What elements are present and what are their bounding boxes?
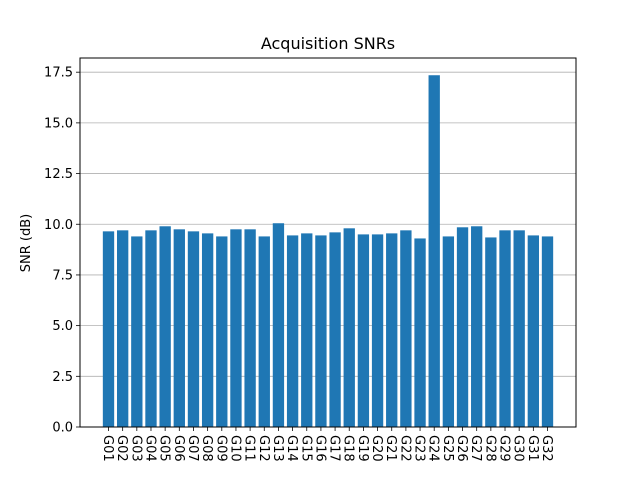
bar-g20 (371, 234, 384, 427)
bar-g18 (343, 228, 355, 427)
bar-g30 (513, 230, 525, 427)
bar-g25 (442, 236, 455, 427)
y-tick-label: 17.5 (44, 66, 73, 81)
x-tick-label: G03 (128, 435, 143, 462)
bar-g28 (485, 237, 497, 427)
y-tick-label: 10.0 (44, 218, 73, 233)
x-tick-label: G04 (142, 435, 157, 462)
bar-g09 (216, 236, 228, 427)
bar-g31 (527, 235, 540, 427)
bar-g22 (400, 230, 412, 427)
y-tick-label: 12.5 (44, 167, 73, 182)
x-tick-label: G26 (454, 435, 469, 462)
x-tick-label: G23 (412, 435, 427, 462)
x-tick-label: G22 (397, 435, 412, 462)
bar-g26 (456, 227, 469, 427)
y-axis-ticks: 0.0 2.5 5.0 7.5 10.0 12.5 15.0 17.5 (44, 66, 80, 436)
y-tick-label: 7.5 (52, 268, 73, 283)
bars (102, 75, 554, 427)
y-tick-label: 0.0 (52, 421, 73, 436)
bar-g17 (329, 232, 341, 427)
x-axis-ticks: G01 G02 G03 G04 G05 G06 G07 G08 G09 G10 G11 G12 G13 G… (100, 427, 554, 462)
bar-g21 (386, 233, 398, 427)
bar-g29 (499, 230, 511, 427)
plot-frame (79, 57, 577, 428)
x-tick-label: G28 (482, 435, 497, 462)
x-tick-label: G15 (298, 435, 313, 462)
bar-g10 (230, 229, 242, 427)
x-tick-label: G12 (256, 435, 271, 462)
x-tick-label: G11 (242, 435, 257, 462)
bar-g03 (131, 236, 143, 427)
bar-g16 (315, 235, 327, 427)
bar-g27 (471, 226, 483, 427)
x-tick-label: G18 (341, 435, 356, 462)
x-tick-label: G20 (369, 435, 384, 462)
x-tick-label: G01 (100, 435, 115, 462)
x-tick-label: G09 (213, 435, 228, 462)
x-tick-label: G05 (157, 435, 172, 462)
bar-g01 (102, 231, 115, 427)
x-tick-label: G31 (525, 435, 540, 462)
x-tick-label: G13 (270, 435, 285, 462)
bar-g19 (357, 234, 370, 427)
bar-g12 (258, 236, 270, 427)
bar-g32 (541, 236, 554, 427)
y-tick-label: 5.0 (52, 319, 73, 334)
x-tick-label: G32 (539, 435, 554, 462)
y-axis-label: SNR (dB) (19, 214, 34, 272)
bar-g15 (301, 233, 313, 427)
bar-g23 (414, 238, 426, 427)
x-tick-label: G17 (327, 435, 342, 462)
x-tick-label: G10 (227, 435, 242, 462)
bar-g08 (201, 233, 214, 427)
x-tick-label: G24 (426, 435, 441, 462)
chart-title: Acquisition SNRs (261, 34, 395, 53)
bar-g02 (116, 230, 129, 427)
bar-g06 (173, 229, 185, 427)
y-tick-label: 2.5 (52, 370, 73, 385)
x-tick-label: G29 (497, 435, 512, 462)
x-tick-label: G02 (114, 435, 129, 462)
bar-g11 (244, 229, 256, 427)
x-tick-label: G14 (284, 435, 299, 462)
x-tick-label: G06 (171, 435, 186, 462)
x-tick-label: G25 (440, 435, 455, 462)
x-tick-label: G19 (355, 435, 370, 462)
x-tick-label: G30 (511, 435, 526, 462)
x-tick-label: G27 (468, 435, 483, 462)
x-tick-label: G16 (312, 435, 327, 462)
bar-g13 (272, 223, 285, 427)
bar-g07 (187, 231, 200, 427)
y-tick-label: 15.0 (44, 116, 73, 131)
x-tick-label: G07 (185, 435, 200, 462)
bar-g04 (145, 230, 157, 427)
bar-g14 (286, 235, 299, 427)
bar-g24 (428, 75, 440, 427)
bar-g05 (159, 226, 171, 427)
x-tick-label: G08 (199, 435, 214, 462)
x-tick-label: G21 (383, 435, 398, 462)
